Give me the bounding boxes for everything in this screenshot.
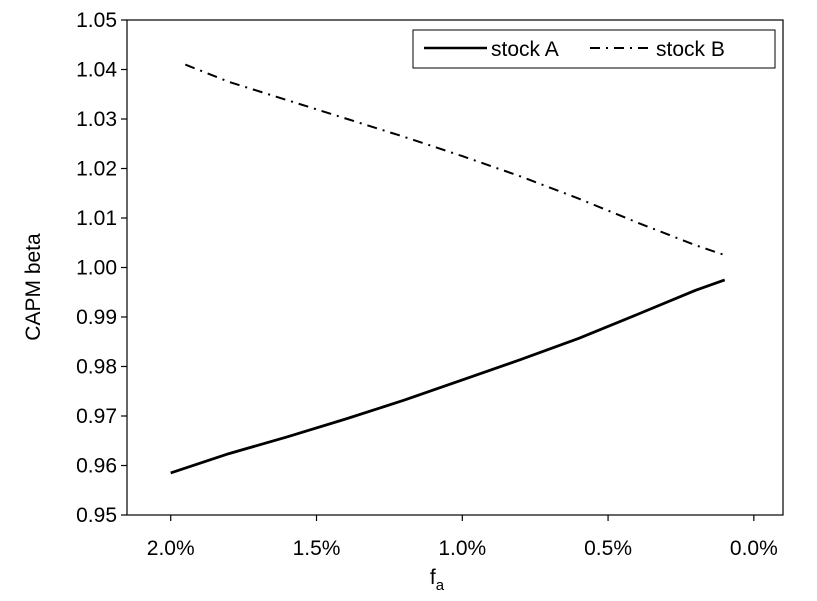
legend-label-stock-a: stock A bbox=[491, 38, 559, 61]
y-tick-label: 1.01 bbox=[76, 207, 117, 230]
y-tick-label: 1.02 bbox=[76, 158, 117, 181]
y-tick-label: 0.97 bbox=[76, 405, 117, 428]
y-tick-label: 1.00 bbox=[76, 257, 117, 280]
y-axis-ticks: 0.95 0.96 0.97 0.98 0.99 1.00 1.01 1.02 1.03 1.04… bbox=[76, 9, 127, 527]
legend-label-stock-b: stock B bbox=[656, 38, 725, 61]
y-tick-label: 0.95 bbox=[76, 504, 117, 527]
legend: stock A stock B bbox=[412, 29, 776, 69]
y-tick-label: 1.04 bbox=[76, 59, 117, 82]
y-tick-label: 0.98 bbox=[76, 356, 117, 379]
series-layer bbox=[170, 63, 726, 475]
x-tick-label: 1.5% bbox=[293, 537, 341, 560]
y-tick-label: 1.03 bbox=[76, 108, 117, 131]
y-tick-label: 0.99 bbox=[76, 306, 117, 329]
x-axis-title-main: f bbox=[430, 566, 436, 589]
x-axis-title-subscript: a bbox=[436, 577, 445, 594]
y-tick-label: 0.96 bbox=[76, 455, 117, 478]
x-tick-label: 0.5% bbox=[584, 537, 632, 560]
y-axis-title: CAPM beta bbox=[22, 233, 45, 341]
series-line-stock-a bbox=[170, 278, 726, 475]
x-axis-title: fa bbox=[430, 566, 445, 594]
x-tick-label: 1.0% bbox=[438, 537, 486, 560]
series-line-stock-b bbox=[184, 63, 726, 257]
x-tick-label: 2.0% bbox=[147, 537, 195, 560]
x-tick-label: 0.0% bbox=[730, 537, 778, 560]
x-axis-ticks: 2.0% 1.5% 1.0% 0.5% 0.0% bbox=[147, 515, 778, 560]
y-tick-label: 1.05 bbox=[76, 9, 117, 32]
